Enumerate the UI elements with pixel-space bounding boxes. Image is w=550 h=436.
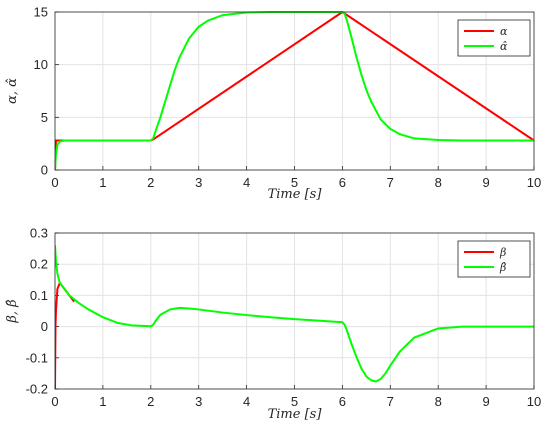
legend-label: α (500, 25, 508, 38)
y-tick-label: 0.1 (30, 288, 48, 303)
y-tick-label: 5 (41, 110, 48, 125)
x-tick-label: 2 (147, 394, 154, 409)
x-tick-label: 5 (291, 175, 298, 190)
axes-frame (54, 232, 535, 390)
x-tick-label: 5 (291, 394, 298, 409)
y-tick-label: 0 (41, 163, 48, 178)
x-tick-label: 9 (482, 175, 489, 190)
x-axis-label: Time [s] (268, 407, 323, 422)
x-tick-label: 4 (243, 394, 250, 409)
y-axis-label: β, β̂ (5, 299, 20, 323)
legend-box (457, 19, 531, 57)
x-tick-label: 0 (51, 394, 58, 409)
x-tick-label: 7 (387, 175, 394, 190)
y-axis-label: α, α̂ (5, 78, 20, 104)
y-tick-label: 15 (34, 5, 48, 20)
series-line-estimate (55, 245, 534, 383)
x-tick-label: 1 (99, 394, 106, 409)
x-tick-label: 8 (435, 175, 442, 190)
y-tick-label: 10 (34, 57, 48, 72)
y-tick-label: -0.1 (26, 350, 48, 365)
series-line-estimate (55, 11, 534, 171)
x-tick-label: 3 (195, 175, 202, 190)
legend-label: β (499, 246, 506, 259)
x-tick-label: 8 (435, 394, 442, 409)
y-tick-label: -0.2 (26, 382, 48, 397)
y-tick-label: 0 (41, 319, 48, 334)
x-tick-label: 1 (99, 175, 106, 190)
legend-box (457, 240, 531, 278)
plot-panel-2: 0 1 2 3 4 5 6 7 8 9 10 -0.2 -0.1 0 0.1 0.2 0.3 Time [s] β,… (5, 226, 541, 423)
legend-label: β̂ (499, 261, 506, 274)
legend-label: α̂ (500, 40, 508, 53)
axes-frame (54, 11, 535, 171)
x-tick-label: 7 (387, 394, 394, 409)
x-tick-label: 0 (51, 175, 58, 190)
x-tick-label: 6 (339, 394, 346, 409)
y-tick-label: 0.2 (30, 257, 48, 272)
x-tick-label: 6 (339, 175, 346, 190)
x-tick-label: 2 (147, 175, 154, 190)
plot-panel-1: 0 1 2 3 4 5 6 7 8 9 10 0 5 10 15 Time [s] α, α̂ α α̂ (5, 5, 541, 203)
legend: α α̂ (457, 19, 531, 57)
y-tick-label: 0.3 (30, 226, 48, 241)
legend: β β̂ (457, 240, 531, 278)
x-axis-label: Time [s] (268, 187, 323, 202)
x-tick-label: 9 (482, 394, 489, 409)
x-tick-label: 10 (527, 175, 541, 190)
x-tick-label: 3 (195, 394, 202, 409)
x-tick-label: 10 (527, 394, 541, 409)
x-tick-label: 4 (243, 175, 250, 190)
